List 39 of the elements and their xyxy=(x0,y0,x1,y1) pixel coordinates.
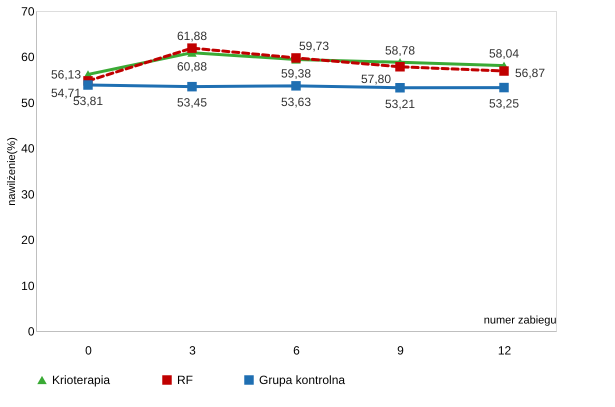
legend-label: Grupa kontrolna xyxy=(259,373,346,387)
y-tick-label: 0 xyxy=(28,324,35,338)
point xyxy=(395,62,405,72)
legend-label: Krioterapia xyxy=(52,373,110,387)
data-label: 59,38 xyxy=(280,66,312,81)
point xyxy=(395,83,405,92)
data-label: 53,21 xyxy=(384,96,416,111)
y-tick-label: 60 xyxy=(21,50,35,64)
y-tick-label: 10 xyxy=(21,278,35,293)
data-label: 59,73 xyxy=(298,38,330,53)
data-label: 53,25 xyxy=(488,96,520,111)
x-tick-label: 9 xyxy=(397,344,404,358)
y-tick-label: 70 xyxy=(21,4,35,18)
point xyxy=(187,43,197,53)
y-axis-title: nawilżenie(%) xyxy=(6,137,18,206)
point xyxy=(291,81,301,91)
x-axis-title: numer zabiegu xyxy=(484,314,556,326)
x-tick-label: 0 xyxy=(85,344,92,358)
data-label: 53,45 xyxy=(176,96,208,110)
point xyxy=(499,66,509,76)
data-label: 58,78 xyxy=(384,43,416,58)
data-label: 61,88 xyxy=(176,29,208,44)
data-label: 53,63 xyxy=(280,94,312,109)
data-label: 60,88 xyxy=(176,60,208,74)
point xyxy=(187,82,197,92)
y-tick-label: 40 xyxy=(21,142,35,156)
data-label: 56,87 xyxy=(514,66,546,80)
y-tick-label: 20 xyxy=(21,233,35,248)
x-tick-label: 3 xyxy=(189,344,196,358)
point xyxy=(83,80,93,90)
data-label: 58,04 xyxy=(488,46,520,61)
y-tick-label: 30 xyxy=(21,187,35,202)
data-label: 56,13 xyxy=(50,67,82,82)
x-tick-label: 12 xyxy=(498,344,512,358)
y-tick-label: 50 xyxy=(21,96,35,110)
point xyxy=(499,82,509,92)
x-tick-label: 6 xyxy=(293,344,300,358)
legend-label: RF xyxy=(177,373,193,387)
data-label: 57,80 xyxy=(360,72,392,86)
